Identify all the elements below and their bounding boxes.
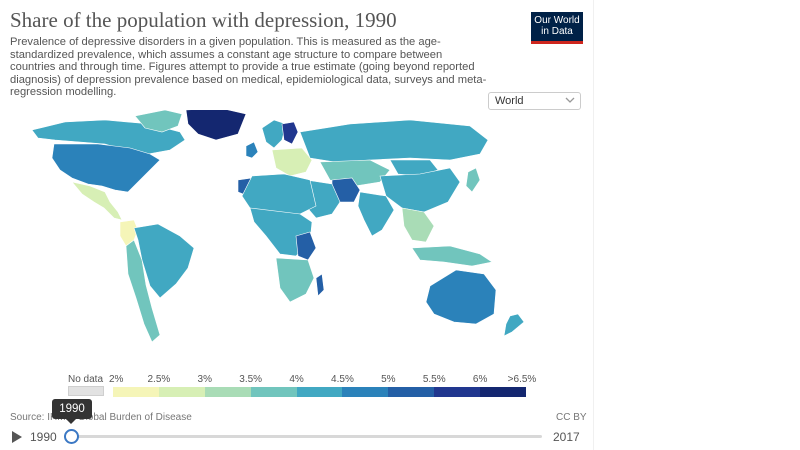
legend-bin — [204, 387, 252, 397]
timeline-end-year[interactable]: 2017 — [553, 430, 580, 444]
legend-bin — [113, 387, 160, 397]
chevron-down-icon — [565, 97, 575, 103]
source-note[interactable]: Source: IHME, Global Burden of Disease — [10, 412, 192, 423]
region-united-states[interactable]: United States — [51, 143, 161, 193]
region-india[interactable]: India — [357, 191, 395, 237]
legend-bin — [480, 387, 527, 397]
region-iceland[interactable]: Iceland — [185, 110, 247, 141]
owid-logo[interactable]: Our World in Data — [531, 12, 583, 44]
region-central-america[interactable]: Central America — [71, 181, 123, 221]
region-select[interactable]: World — [488, 92, 581, 110]
legend-tick-label: >6.5% — [507, 374, 537, 385]
logo-red-bar — [531, 41, 583, 44]
legend-bin — [342, 387, 389, 397]
region-southeast-asia[interactable]: Southeast Asia — [401, 207, 435, 243]
legend-bin — [388, 387, 435, 397]
legend-bin — [158, 387, 206, 397]
region-russia[interactable]: Russia — [299, 119, 489, 163]
legend-bin — [296, 387, 343, 397]
region-great-lakes-africa[interactable]: Great Lakes Africa — [295, 231, 317, 261]
region-indonesia[interactable]: Indonesia — [411, 245, 493, 267]
region-north-africa[interactable]: North Africa — [241, 173, 317, 215]
region-colombia[interactable]: Colombia — [119, 219, 139, 247]
timeline-handle[interactable] — [64, 429, 79, 444]
license-label[interactable]: CC BY — [556, 412, 587, 423]
timeline-track[interactable] — [64, 435, 542, 438]
legend-tick-label: 2% — [109, 374, 124, 385]
region-new-zealand[interactable]: New Zealand — [503, 313, 525, 337]
legend-tick-label: 4% — [289, 374, 304, 385]
legend-tick-label: 3% — [197, 374, 212, 385]
logo-line-1: Our World — [534, 15, 580, 26]
region-southern-africa[interactable]: Southern Africa — [275, 257, 315, 303]
region-eastern-europe[interactable]: Eastern Europe — [271, 147, 313, 177]
legend-tick-label: 5% — [381, 374, 396, 385]
region-finland[interactable]: Finland — [281, 121, 299, 145]
timeline-year-tooltip: 1990 — [52, 399, 92, 419]
legend-tick-label: 4.5% — [331, 374, 354, 385]
chart-subtitle: Prevalence of depressive disorders in a … — [10, 36, 487, 99]
region-south-america[interactable]: South America — [125, 239, 161, 343]
region-australia[interactable]: Australia — [425, 269, 497, 325]
logo-line-2: in Data — [541, 26, 573, 37]
legend-tick-label: 2.5% — [147, 374, 171, 385]
timeline-start-year[interactable]: 1990 — [30, 430, 57, 444]
legend-no-data-label: No data — [68, 374, 104, 385]
world-map: North America United States Greenland Ce… — [31, 110, 525, 343]
region-brazil[interactable]: Brazil — [133, 223, 195, 299]
region-china[interactable]: China — [379, 167, 461, 213]
legend-tick-label: 5.5% — [422, 374, 446, 385]
play-icon[interactable] — [12, 431, 22, 443]
region-united-kingdom[interactable]: United Kingdom — [245, 141, 259, 159]
region-japan[interactable]: Japan — [465, 167, 481, 193]
tooltip-arrow — [66, 419, 76, 424]
legend-no-data-swatch — [68, 386, 104, 396]
frame-edge — [593, 0, 594, 450]
region-select-value: World — [495, 95, 524, 107]
legend-tick-label: 6% — [472, 374, 488, 385]
region-madagascar[interactable]: Madagascar — [315, 273, 325, 297]
legend-tick-label: 3.5% — [239, 374, 263, 385]
chart-title: Share of the population with depression,… — [10, 8, 397, 32]
region-greenland[interactable]: Greenland — [134, 110, 183, 133]
legend-bin — [250, 387, 298, 397]
region-scandinavia[interactable]: Scandinavia — [261, 119, 287, 149]
legend-bin — [434, 387, 481, 397]
